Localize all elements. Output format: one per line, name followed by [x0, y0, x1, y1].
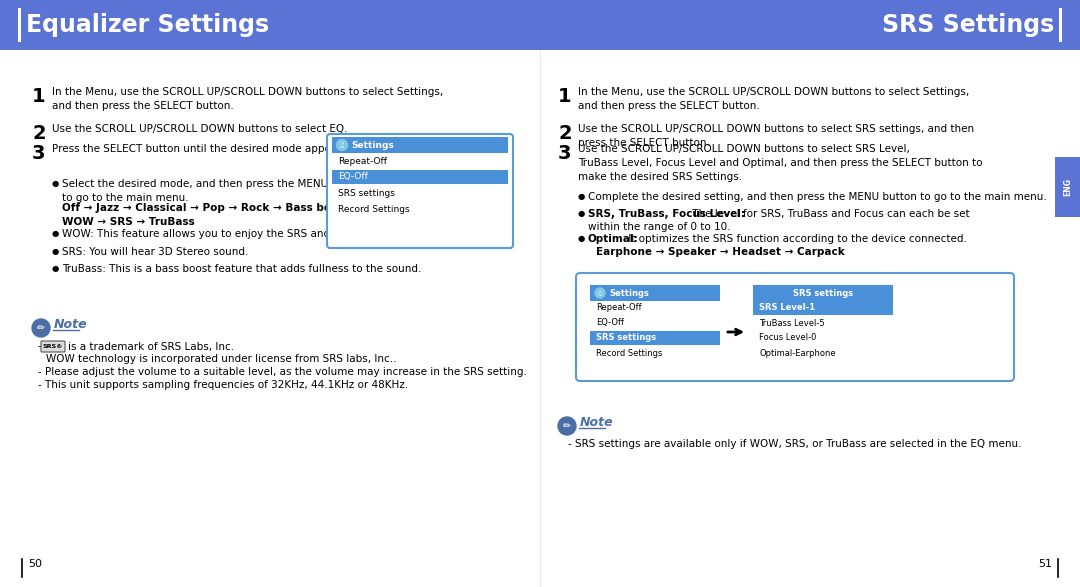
Text: SRS, TruBass, Focus Level:: SRS, TruBass, Focus Level:	[588, 209, 745, 219]
Text: 2: 2	[32, 124, 45, 143]
Text: Repeat-Off: Repeat-Off	[596, 303, 642, 312]
Text: ●: ●	[52, 247, 59, 256]
Text: 3: 3	[32, 144, 45, 163]
Text: EQ-Off: EQ-Off	[596, 319, 624, 328]
Text: Equalizer Settings: Equalizer Settings	[26, 13, 269, 37]
Text: Settings: Settings	[609, 288, 649, 298]
Text: ●: ●	[52, 179, 59, 188]
Text: ●: ●	[578, 192, 585, 201]
Text: - This unit supports sampling frequencies of 32KHz, 44.1KHz or 48KHz.: - This unit supports sampling frequencie…	[38, 380, 408, 390]
Text: ✏: ✏	[563, 421, 571, 431]
Text: ●: ●	[52, 264, 59, 273]
Text: 1: 1	[32, 87, 45, 106]
FancyBboxPatch shape	[41, 341, 65, 352]
FancyBboxPatch shape	[327, 134, 513, 248]
Text: SRS settings: SRS settings	[596, 333, 657, 342]
Text: In the Menu, use the SCROLL UP/SCROLL DOWN buttons to select Settings,
and then : In the Menu, use the SCROLL UP/SCROLL DO…	[578, 87, 969, 111]
Text: Press the SELECT button until the desired mode appears.: Press the SELECT button until the desire…	[52, 144, 351, 154]
FancyBboxPatch shape	[576, 273, 1014, 381]
Text: Note: Note	[580, 416, 613, 429]
Circle shape	[32, 319, 50, 337]
Text: Repeat-Off: Repeat-Off	[338, 157, 387, 166]
Text: ENG: ENG	[1063, 178, 1072, 196]
Text: Note: Note	[54, 318, 87, 330]
Text: SRS settings: SRS settings	[338, 188, 395, 197]
Text: ●: ●	[578, 209, 585, 218]
Circle shape	[558, 417, 576, 435]
Text: 50: 50	[28, 559, 42, 569]
Text: - SRS settings are available only if WOW, SRS, or TruBass are selected in the EQ: - SRS settings are available only if WOW…	[568, 439, 1022, 449]
Text: SRS Level-1: SRS Level-1	[759, 303, 815, 312]
Text: Record Settings: Record Settings	[596, 349, 662, 357]
Bar	[1055, 157, 1080, 217]
Text: SRS: You will hear 3D Stereo sound.: SRS: You will hear 3D Stereo sound.	[62, 247, 248, 257]
Text: is a trademark of SRS Labs, Inc.: is a trademark of SRS Labs, Inc.	[68, 342, 234, 352]
Text: Focus Level-0: Focus Level-0	[759, 333, 816, 342]
Text: Use the SCROLL UP/SCROLL DOWN buttons to select SRS settings, and then
press the: Use the SCROLL UP/SCROLL DOWN buttons to…	[578, 124, 974, 148]
Text: Optimal:: Optimal:	[588, 234, 638, 244]
Text: 2: 2	[558, 124, 571, 143]
Text: SRS Settings: SRS Settings	[881, 13, 1054, 37]
Bar	[590, 331, 720, 345]
Text: Off → Jazz → Classical → Pop → Rock → Bass boost →
WOW → SRS → TruBass: Off → Jazz → Classical → Pop → Rock → Ba…	[62, 203, 362, 227]
Text: Record Settings: Record Settings	[338, 204, 409, 214]
Text: Select the desired mode, and then press the MENU button
to go to the main menu.: Select the desired mode, and then press …	[62, 179, 366, 203]
Text: The level for SRS, TruBass and Focus can each be set: The level for SRS, TruBass and Focus can…	[689, 209, 970, 219]
Bar	[753, 301, 893, 315]
Text: Use the SCROLL UP/SCROLL DOWN buttons to select SRS Level,
TruBass Level, Focus : Use the SCROLL UP/SCROLL DOWN buttons to…	[578, 144, 983, 182]
Bar	[1059, 8, 1062, 42]
Text: In the Menu, use the SCROLL UP/SCROLL DOWN buttons to select Settings,
and then : In the Menu, use the SCROLL UP/SCROLL DO…	[52, 87, 443, 111]
Circle shape	[595, 288, 605, 298]
Text: TruBass: This is a bass boost feature that adds fullness to the sound.: TruBass: This is a bass boost feature th…	[62, 264, 421, 274]
Text: Optimal-Earphone: Optimal-Earphone	[759, 349, 836, 357]
Text: WOW: This feature allows you to enjoy the SRS and Trubass features simultaneousl: WOW: This feature allows you to enjoy th…	[62, 229, 504, 239]
Text: EQ-Off: EQ-Off	[338, 173, 368, 181]
Text: within the range of 0 to 10.: within the range of 0 to 10.	[588, 222, 730, 232]
Text: Earphone → Speaker → Headset → Carpack: Earphone → Speaker → Headset → Carpack	[596, 247, 845, 257]
Bar	[753, 285, 893, 301]
Text: Complete the desired setting, and then press the MENU button to go to the main m: Complete the desired setting, and then p…	[588, 192, 1047, 202]
Bar	[332, 170, 508, 184]
Text: SRS settings: SRS settings	[793, 288, 853, 298]
Text: - Please adjust the volume to a suitable level, as the volume may increase in th: - Please adjust the volume to a suitable…	[38, 367, 527, 377]
Circle shape	[337, 140, 348, 150]
Text: WOW technology is incorporated under license from SRS labs, Inc..: WOW technology is incorporated under lic…	[46, 354, 396, 364]
Text: ●: ●	[52, 229, 59, 238]
Bar	[0, 0, 1080, 50]
Text: ♫: ♫	[339, 142, 346, 148]
Text: 3: 3	[558, 144, 571, 163]
Text: ♫: ♫	[597, 291, 603, 295]
Text: 1: 1	[558, 87, 571, 106]
Text: 51: 51	[1038, 559, 1052, 569]
Text: It optimizes the SRS function according to the device connected.: It optimizes the SRS function according …	[625, 234, 967, 244]
Text: Use the SCROLL UP/SCROLL DOWN buttons to select EQ.: Use the SCROLL UP/SCROLL DOWN buttons to…	[52, 124, 348, 134]
Bar	[332, 137, 508, 153]
Text: ●: ●	[578, 234, 585, 243]
Bar	[18, 8, 21, 42]
Text: -: -	[38, 341, 42, 351]
Text: TruBass Level-5: TruBass Level-5	[759, 319, 825, 328]
Text: ✏: ✏	[37, 323, 45, 333]
Bar	[590, 285, 720, 301]
Text: SRS®: SRS®	[43, 343, 64, 349]
Text: Settings: Settings	[351, 140, 394, 150]
